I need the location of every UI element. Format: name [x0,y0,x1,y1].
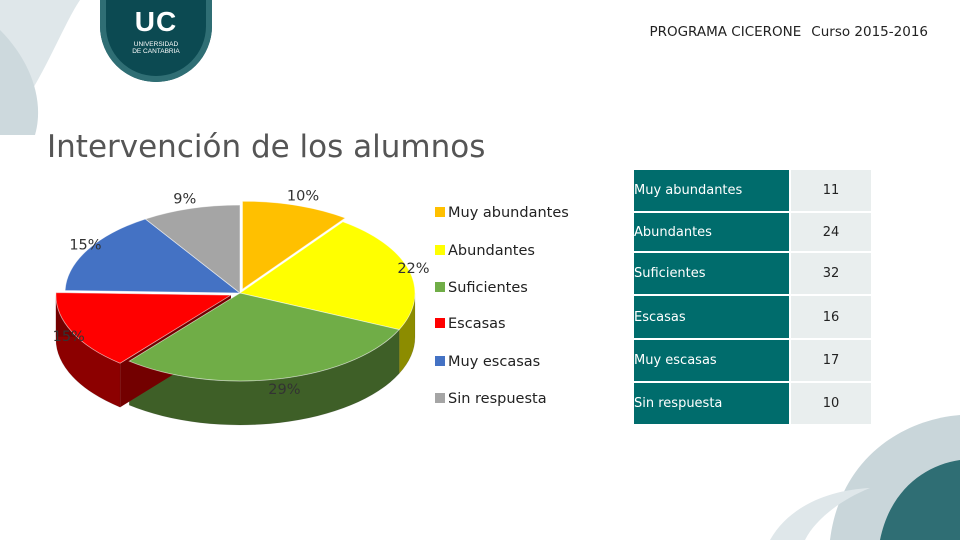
legend-item: Sin respuesta [435,391,547,407]
table-cell-value: 17 [789,338,873,383]
table-cell-label: Sin respuesta [632,381,791,426]
legend-swatch [435,318,445,328]
table-row: Suficientes 32 [632,251,873,296]
pie-chart: 10% 22% 29% 15% 15% 9% [53,188,430,426]
table-cell-label: Suficientes [632,251,791,296]
program-name: PROGRAMA CICERONE [649,24,802,40]
legend-swatch [435,393,445,403]
pie-slice [242,200,347,290]
course-label: Curso 2015-2016 [811,24,928,40]
header-program: PROGRAMA CICERONE Curso 2015-2016 [649,24,928,40]
legend-label: Abundantes [448,243,535,259]
legend-swatch [435,356,445,366]
pie-percent-label: 9% [173,191,196,207]
legend-label: Suficientes [448,280,528,296]
legend-item: Suficientes [435,280,528,296]
legend-item: Abundantes [435,243,535,259]
legend-swatch [435,207,445,217]
table-row: Escasas 16 [632,294,873,340]
logo-subtitle: UNIVERSIDAD DE CANTABRIA [132,41,180,55]
table-cell-label: Muy escasas [632,338,791,383]
legend-item: Muy escasas [435,354,540,370]
pie-percent-label: 29% [268,382,300,398]
legend-label: Muy escasas [448,354,541,370]
table-row: Muy escasas 17 [632,338,873,383]
table-cell-value: 11 [789,168,873,213]
table-cell-label: Abundantes [632,211,791,253]
pie-percent-label: 10% [287,188,319,204]
pie-slice [144,204,241,294]
legend-swatch [435,282,445,292]
legend-label: Sin respuesta [448,391,547,407]
legend-label: Escasas [448,316,506,332]
table-cell-value: 24 [789,211,873,253]
table-cell-value: 16 [789,294,873,340]
pie-percent-label: 22% [397,261,429,277]
legend-item: Escasas [435,316,506,332]
table-row: Sin respuesta 10 [632,381,873,426]
pie-slice [239,221,416,330]
pie-slice [64,218,242,294]
table-row: Abundantes 24 [632,211,873,253]
pie-percent-label: 15% [69,238,101,254]
legend-label: Muy abundantes [448,205,569,221]
table-cell-value: 10 [789,381,873,426]
table-cell-value: 32 [789,251,873,296]
logo-mark: UC [134,6,178,37]
pie-percent-label: 15% [53,329,85,345]
pie-slice [55,292,233,364]
pie-tops [55,200,416,382]
table-cell-label: Escasas [632,294,791,340]
table-cell-label: Muy abundantes [632,168,791,213]
page-title: Intervención de los alumnos [47,128,486,165]
pie-slice [128,292,400,382]
pie-labels: 10% 22% 29% 15% 15% 9% [53,188,430,398]
data-table: Muy abundantes 11 Abundantes 24 Suficiente… [632,168,873,426]
legend-swatch [435,245,445,255]
legend-item: Muy abundantes [435,205,569,221]
table-row: Muy abundantes 11 [632,168,873,213]
